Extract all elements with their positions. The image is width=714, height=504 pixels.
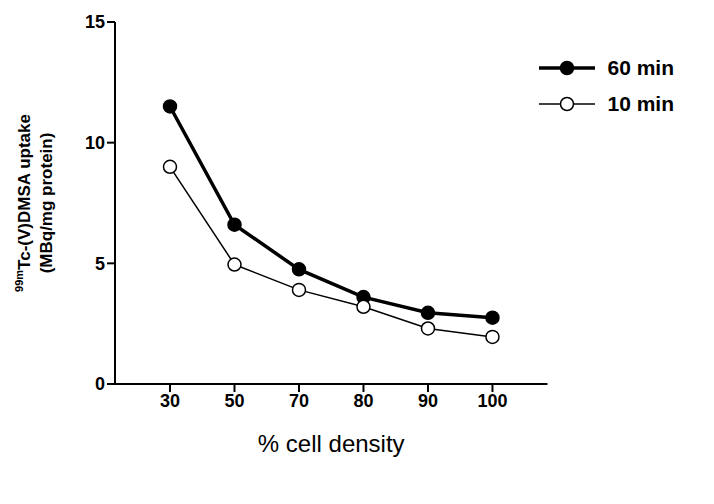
svg-text:15: 15	[85, 12, 105, 32]
html-text:10 min: 10 min	[607, 92, 674, 115]
svg-text:(MBq/mg protein): (MBq/mg protein)	[37, 133, 56, 274]
svg-text:30: 30	[160, 391, 180, 411]
svg-text:70: 70	[289, 391, 309, 411]
svg-text:99mTc-(V)DMSA uptake: 99mTc-(V)DMSA uptake	[13, 114, 34, 292]
html-text:60 min: 60 min	[607, 56, 674, 79]
svg-text:% cell density: % cell density	[258, 430, 405, 457]
svg-text:100: 100	[477, 391, 507, 411]
svg-text:0: 0	[95, 374, 105, 394]
svg-text:5: 5	[95, 254, 105, 274]
svg-text:80: 80	[353, 391, 373, 411]
svg-text:50: 50	[224, 391, 244, 411]
svg-text:90: 90	[418, 391, 438, 411]
svg-text:10: 10	[85, 133, 105, 153]
